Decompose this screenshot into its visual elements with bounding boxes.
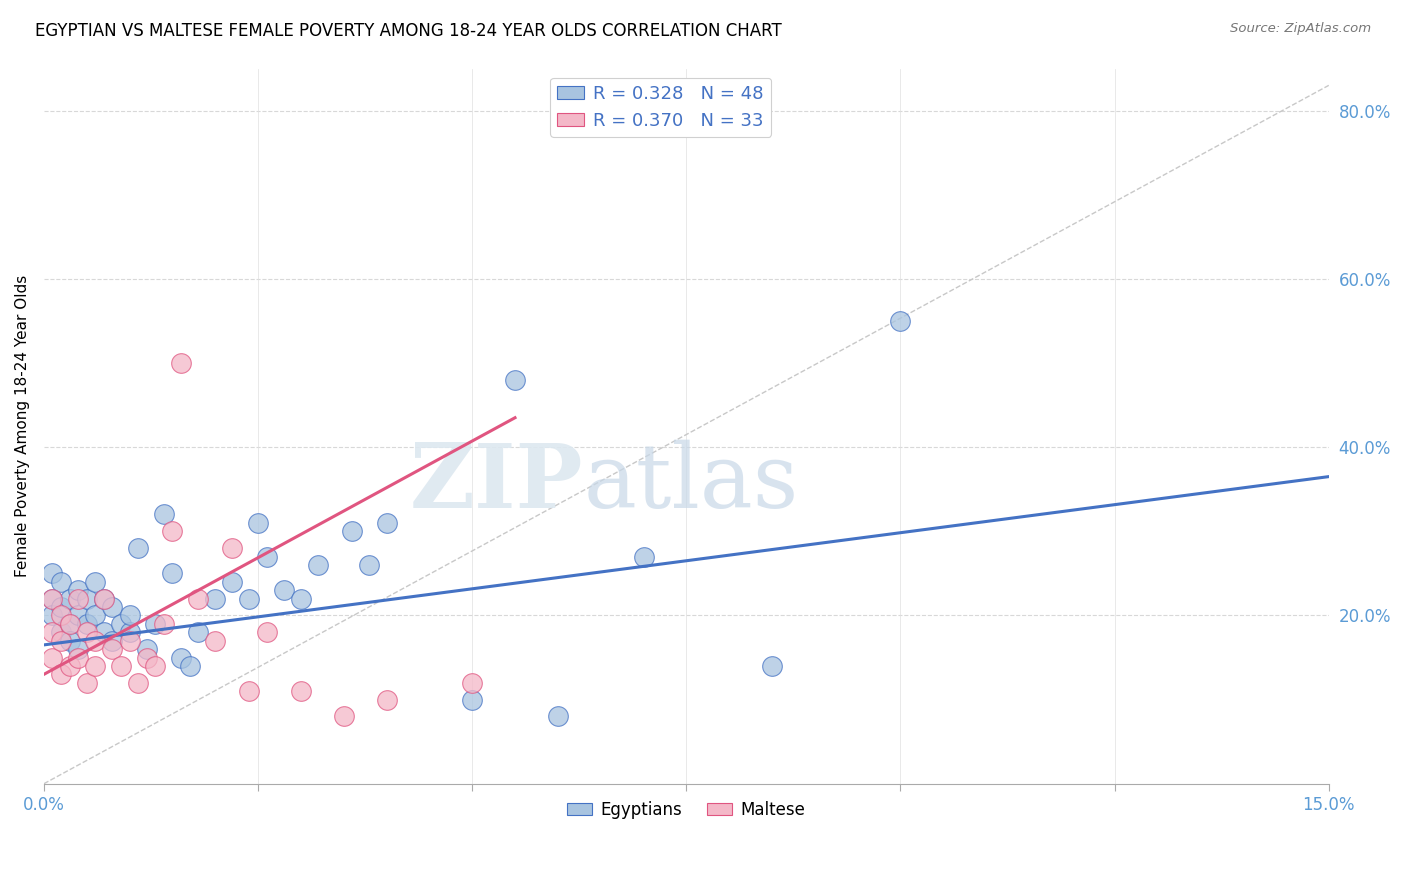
Point (101, 633, 124, 648)
Point (41, 566, 63, 581)
Point (110, 616, 132, 631)
Point (84, 659, 107, 673)
Point (67, 650, 90, 665)
Point (162, 566, 184, 581)
Point (67, 642, 90, 657)
Point (247, 516, 270, 530)
Point (135, 650, 157, 665)
Point (58, 616, 80, 631)
Point (49, 625, 72, 640)
Point (135, 642, 157, 657)
Point (256, 625, 278, 640)
Point (101, 642, 124, 657)
Point (93, 591, 115, 606)
Point (84, 633, 107, 648)
Point (101, 600, 124, 615)
Point (84, 608, 107, 623)
Point (204, 633, 226, 648)
Point (49, 574, 72, 589)
Point (49, 600, 72, 615)
Point (110, 659, 132, 673)
Text: Source: ZipAtlas.com: Source: ZipAtlas.com (1230, 22, 1371, 36)
Point (49, 633, 72, 648)
Point (238, 591, 260, 606)
Point (41, 608, 63, 623)
Point (238, 684, 260, 698)
Point (118, 633, 141, 648)
Point (342, 524, 364, 539)
Point (889, 314, 911, 328)
Text: EGYPTIAN VS MALTESE FEMALE POVERTY AMONG 18-24 YEAR OLDS CORRELATION CHART: EGYPTIAN VS MALTESE FEMALE POVERTY AMONG… (35, 22, 782, 40)
Point (221, 574, 243, 589)
Point (143, 616, 166, 631)
Point (118, 625, 141, 640)
Point (273, 583, 295, 598)
Point (162, 524, 184, 539)
Legend: Egyptians, Maltese: Egyptians, Maltese (561, 794, 813, 825)
Point (93, 625, 115, 640)
Point (170, 650, 193, 665)
Point (93, 591, 115, 606)
Point (761, 659, 783, 673)
Point (41, 650, 63, 665)
Point (547, 709, 569, 723)
Point (49, 667, 72, 681)
Point (118, 608, 141, 623)
Point (307, 558, 329, 572)
Point (84, 574, 107, 589)
Point (221, 541, 243, 556)
Point (76, 616, 98, 631)
Point (170, 356, 193, 370)
Y-axis label: Female Poverty Among 18-24 Year Olds: Female Poverty Among 18-24 Year Olds (15, 275, 30, 577)
Point (359, 558, 381, 572)
Point (41, 591, 63, 606)
Point (67, 608, 90, 623)
Point (58, 659, 80, 673)
Point (41, 591, 63, 606)
Point (290, 684, 312, 698)
Point (67, 583, 90, 598)
Point (41, 625, 63, 640)
Point (290, 591, 312, 606)
Point (58, 591, 80, 606)
Point (67, 591, 90, 606)
Point (127, 675, 149, 690)
Point (153, 616, 176, 631)
Point (49, 608, 72, 623)
Point (204, 591, 226, 606)
Point (153, 508, 176, 522)
Point (127, 541, 149, 556)
Point (143, 659, 166, 673)
Text: atlas: atlas (583, 440, 799, 527)
Point (187, 591, 209, 606)
Point (461, 692, 484, 706)
Point (633, 549, 655, 564)
Text: ZIP: ZIP (411, 440, 583, 527)
Point (76, 675, 98, 690)
Point (58, 616, 80, 631)
Point (461, 675, 484, 690)
Point (76, 591, 98, 606)
Point (375, 516, 398, 530)
Point (76, 625, 98, 640)
Point (58, 633, 80, 648)
Point (503, 373, 526, 387)
Point (332, 709, 354, 723)
Point (179, 659, 201, 673)
Point (375, 692, 398, 706)
Point (187, 625, 209, 640)
Point (256, 549, 278, 564)
